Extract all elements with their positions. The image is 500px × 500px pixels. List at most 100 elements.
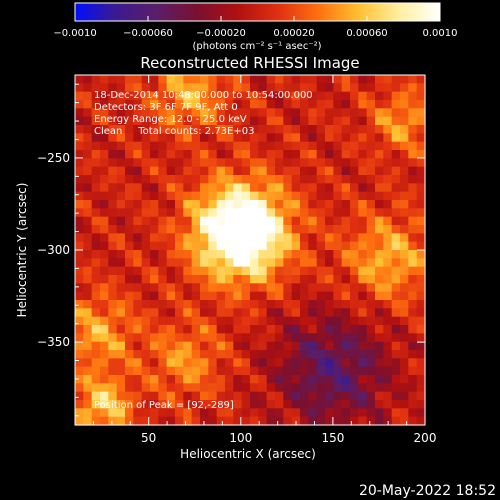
heatmap-cell [241, 391, 251, 401]
heatmap-cell [300, 300, 309, 309]
heatmap-cell [266, 350, 276, 359]
heatmap-cell [391, 158, 401, 168]
heatmap-cell [208, 416, 218, 426]
heatmap-cell [266, 208, 276, 218]
heatmap-cell [408, 216, 418, 226]
heatmap-cell [283, 141, 293, 151]
heatmap-cell [158, 75, 168, 84]
heatmap-cell [275, 333, 284, 343]
heatmap-cell [291, 316, 301, 326]
heatmap-cell [400, 175, 409, 184]
heatmap-cell [358, 333, 368, 343]
heatmap-cell [333, 191, 343, 201]
heatmap-cell [408, 225, 418, 234]
heatmap-cell [191, 400, 201, 409]
heatmap-cell [191, 316, 201, 326]
heatmap-cell [233, 308, 243, 318]
heatmap-image [75, 75, 426, 426]
heatmap-cell [141, 250, 151, 259]
heatmap-cell [133, 150, 143, 159]
heatmap-cell [200, 416, 209, 426]
heatmap-cell [308, 283, 318, 293]
heatmap-cell [216, 158, 226, 168]
heatmap-cell [341, 250, 351, 259]
heatmap-cell [225, 150, 234, 159]
heatmap-cell [308, 300, 318, 309]
heatmap-cell [233, 141, 243, 151]
heatmap-cell [308, 75, 318, 84]
heatmap-cell [183, 375, 193, 384]
heatmap-cell [350, 225, 359, 234]
heatmap-cell [116, 416, 126, 426]
heatmap-cell [333, 283, 343, 293]
heatmap-cell [375, 291, 384, 301]
heatmap-cell [225, 116, 234, 126]
heatmap-cell [125, 158, 134, 168]
heatmap-cell [416, 308, 426, 318]
heatmap-cell [258, 283, 268, 293]
heatmap-cell [216, 258, 226, 268]
heatmap-cell [200, 400, 209, 409]
heatmap-cell [283, 341, 293, 351]
heatmap-cell [125, 150, 134, 159]
heatmap-cell [325, 183, 334, 193]
heatmap-cell [358, 241, 368, 251]
heatmap-cell [275, 350, 284, 359]
heatmap-cell [133, 300, 143, 309]
heatmap-cell [250, 208, 259, 218]
heatmap-cell [91, 133, 101, 143]
heatmap-cell [350, 391, 359, 401]
heatmap-cell [300, 241, 309, 251]
heatmap-cell [300, 250, 309, 259]
heatmap-cell [283, 250, 293, 259]
heatmap-cell [375, 216, 384, 226]
heatmap-cell [300, 258, 309, 268]
heatmap-cell [141, 391, 151, 401]
heatmap-cell [375, 308, 384, 318]
heatmap-cell [166, 391, 176, 401]
heatmap-cell [241, 300, 251, 309]
heatmap-cell [166, 241, 176, 251]
heatmap-cell [183, 250, 193, 259]
heatmap-cell [416, 100, 426, 109]
heatmap-cell [208, 408, 218, 418]
heatmap-cell [391, 333, 401, 343]
heatmap-cell [358, 133, 368, 143]
heatmap-cell [216, 166, 226, 176]
heatmap-cell [116, 166, 126, 176]
heatmap-cell [225, 158, 234, 168]
heatmap-cell [150, 225, 159, 234]
heatmap-cell [391, 175, 401, 184]
heatmap-cell [225, 358, 234, 368]
heatmap-cell [350, 266, 359, 276]
heatmap-cell [208, 100, 218, 109]
heatmap-cell [225, 308, 234, 318]
heatmap-cell [141, 358, 151, 368]
heatmap-cell [275, 175, 284, 184]
heatmap-cell [416, 325, 426, 334]
heatmap-cell [250, 358, 259, 368]
heatmap-cell [175, 175, 184, 184]
heatmap-cell [241, 408, 251, 418]
heatmap-cell [108, 141, 118, 151]
heatmap-cell [408, 150, 418, 159]
heatmap-cell [141, 183, 151, 193]
colorbar: −0.0010 −0.00060 −0.00020 0.00020 0.00060 0.0… [53, 2, 458, 52]
heatmap-cell [391, 233, 401, 243]
heatmap-cell [150, 258, 159, 268]
heatmap-cell [241, 91, 251, 101]
heatmap-cell [408, 250, 418, 259]
heatmap-cell [350, 325, 359, 334]
heatmap-cell [283, 416, 293, 426]
heatmap-cell [375, 225, 384, 234]
heatmap-cell [108, 383, 118, 393]
heatmap-cell [325, 225, 334, 234]
heatmap-cell [108, 258, 118, 268]
heatmap-cell [300, 75, 309, 84]
heatmap-cell [383, 191, 393, 201]
heatmap-cell [91, 258, 101, 268]
heatmap-cell [333, 375, 343, 384]
heatmap-cell [233, 241, 243, 251]
heatmap-cell [75, 283, 84, 293]
heatmap-cell [233, 375, 243, 384]
